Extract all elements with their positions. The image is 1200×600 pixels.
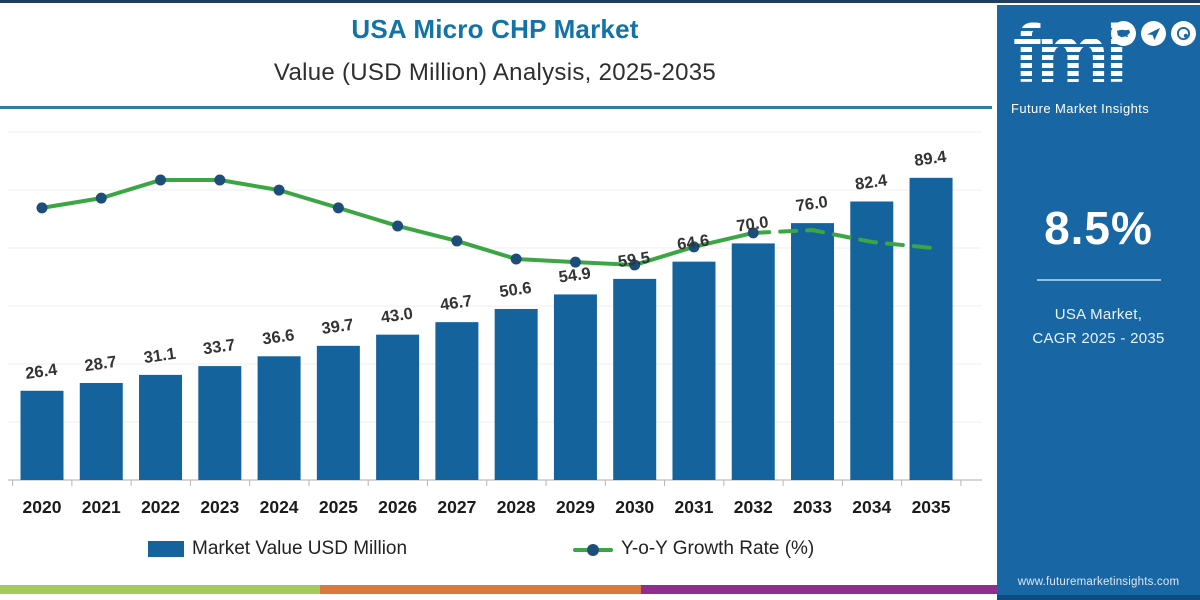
bar-2033 — [791, 223, 835, 480]
bar-value-label: 36.6 — [261, 326, 295, 348]
bar-value-label: 89.4 — [913, 148, 948, 170]
usa-map-icon — [1111, 21, 1136, 46]
legend-item-market-value: Market Value USD Million — [148, 538, 407, 560]
growth-point-2028 — [510, 253, 522, 265]
chart-subtitle: Value (USD Million) Analysis, 2025-2035 — [273, 59, 717, 86]
growth-point-2025 — [332, 202, 344, 214]
x-axis-label-2026: 2026 — [378, 497, 417, 517]
x-axis-label-2023: 2023 — [200, 497, 239, 517]
growth-point-2021 — [95, 192, 107, 204]
bar-2029 — [553, 294, 597, 480]
bar-2030 — [613, 278, 657, 480]
cagr-label: USA Market, CAGR 2025 - 2035 — [1032, 306, 1165, 347]
x-axis-label-2031: 2031 — [675, 497, 714, 517]
chart-plot: 26.4 28.7 31.1 33.7 36.6 39.7 43.0 46.7 50.6 54.9… — [8, 131, 982, 517]
cagr-value: 8.5% — [1044, 202, 1153, 254]
bar-2020 — [20, 390, 64, 480]
fmi-logo: fmi Future Market Insights — [997, 13, 1200, 121]
bar-2026 — [376, 334, 420, 480]
globe-icon — [1171, 21, 1196, 46]
x-axis-label-2022: 2022 — [141, 497, 180, 517]
bar-value-label: 46.7 — [439, 292, 473, 314]
stripe-green-segment — [0, 585, 321, 594]
x-axis-label-2025: 2025 — [319, 497, 358, 517]
bar-swatch-icon — [148, 541, 184, 557]
fmi-logo-subtext: Future Market Insights — [1011, 101, 1150, 116]
line-marker-icon — [573, 541, 613, 557]
header-divider-line — [0, 106, 992, 109]
legend-item-growth-rate: Y-o-Y Growth Rate (%) — [573, 538, 814, 560]
bar-value-label: 59.5 — [617, 249, 651, 271]
x-axis-label-2020: 2020 — [23, 497, 62, 517]
footer-color-stripe — [0, 585, 997, 594]
growth-point-2023 — [214, 174, 226, 186]
bar-value-label: 39.7 — [320, 316, 354, 338]
x-axis-label-2024: 2024 — [260, 497, 299, 517]
stripe-purple-segment — [641, 585, 997, 594]
bar-2024 — [257, 356, 301, 480]
website-link[interactable]: www.futuremarketinsights.com — [1017, 576, 1180, 588]
growth-point-2022 — [155, 174, 167, 186]
growth-line-dashed — [751, 228, 934, 250]
x-axis-label-2028: 2028 — [497, 497, 536, 517]
growth-point-2027 — [451, 235, 463, 247]
bar-value-label: 70.0 — [735, 213, 769, 235]
bar-value-label: 76.0 — [795, 193, 829, 215]
legend-label-market-value: Market Value USD Million — [192, 538, 408, 559]
fmi-logo-icons — [1111, 21, 1196, 46]
bar-2035 — [909, 177, 953, 480]
x-axis-label-2032: 2032 — [734, 497, 773, 517]
bar-2032 — [731, 243, 775, 480]
sidebar-bottom-strip — [997, 595, 1200, 600]
bar-value-label: 31.1 — [143, 345, 177, 367]
stripe-orange-segment — [320, 585, 642, 594]
growth-point-2031 — [688, 241, 700, 253]
bar-value-label: 82.4 — [854, 171, 889, 193]
bar-value-label: 54.9 — [558, 264, 592, 286]
legend-label-growth-rate: Y-o-Y Growth Rate (%) — [621, 538, 815, 559]
brand-sidebar: fmi Future Market Insights 8.5% USA Mark… — [997, 5, 1200, 600]
x-axis-label-2029: 2029 — [556, 497, 595, 517]
chart-title: USA Micro CHP Market — [351, 14, 639, 44]
x-axis-label-2021: 2021 — [82, 497, 121, 517]
bar-2034 — [850, 201, 894, 480]
x-axis-label-2030: 2030 — [615, 497, 654, 517]
bar-2028 — [494, 308, 538, 480]
growth-point-2020 — [36, 202, 48, 214]
bar-value-label: 28.7 — [83, 353, 117, 375]
bar-2021 — [79, 382, 123, 480]
fmi-logo-stripes — [1007, 23, 1167, 95]
x-axis-label-2027: 2027 — [437, 497, 476, 517]
paper-plane-icon — [1141, 21, 1166, 46]
chart-header: USA Micro CHP Market Value (USD Million)… — [0, 8, 990, 87]
x-axis-label-2033: 2033 — [793, 497, 832, 517]
growth-point-2032 — [747, 227, 759, 239]
bar-value-label: 50.6 — [498, 279, 532, 301]
x-axis-label-2035: 2035 — [912, 497, 951, 517]
growth-point-2026 — [392, 220, 404, 232]
bar-2027 — [435, 322, 479, 480]
growth-point-2024 — [273, 184, 285, 196]
cagr-divider-line — [1036, 279, 1161, 281]
bar-value-label: 26.4 — [24, 361, 59, 383]
bar-value-label: 33.7 — [202, 336, 236, 358]
bar-value-label: 64.6 — [676, 232, 710, 254]
chart-legend: Market Value USD Million Y-o-Y Growth Ra… — [0, 538, 990, 564]
bar-2025 — [316, 345, 360, 480]
growth-point-2030 — [629, 259, 641, 271]
bar-value-label: 43.0 — [380, 305, 414, 327]
growth-point-2029 — [569, 256, 581, 268]
bar-2031 — [672, 261, 716, 480]
top-border-line — [0, 0, 1200, 3]
cagr-block: 8.5% USA Market, CAGR 2025 - 2035 — [997, 201, 1200, 351]
x-axis-label-2034: 2034 — [852, 497, 891, 517]
bar-2023 — [198, 366, 242, 480]
bar-2022 — [139, 374, 183, 480]
